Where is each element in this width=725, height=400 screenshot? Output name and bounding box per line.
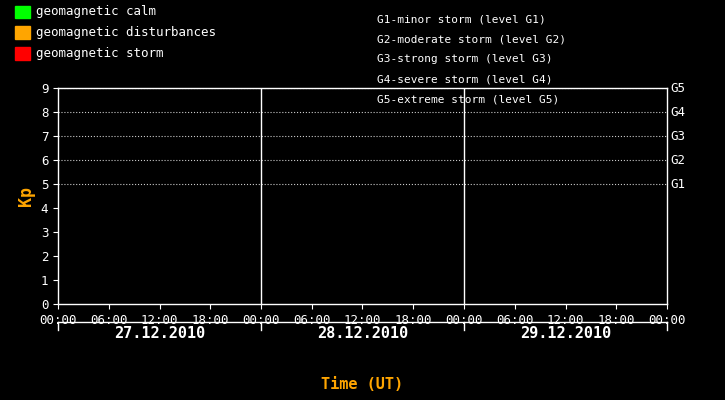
Text: G2-moderate storm (level G2): G2-moderate storm (level G2) [377,34,566,44]
Text: G5: G5 [670,82,685,94]
Text: G3-strong storm (level G3): G3-strong storm (level G3) [377,54,552,64]
Text: G4-severe storm (level G4): G4-severe storm (level G4) [377,74,552,84]
Text: geomagnetic disturbances: geomagnetic disturbances [36,26,216,39]
Text: G5-extreme storm (level G5): G5-extreme storm (level G5) [377,94,559,104]
Text: 28.12.2010: 28.12.2010 [317,326,408,341]
Text: G1-minor storm (level G1): G1-minor storm (level G1) [377,14,546,24]
Text: G4: G4 [670,106,685,118]
Text: 27.12.2010: 27.12.2010 [114,326,205,341]
Text: G2: G2 [670,154,685,166]
Text: geomagnetic calm: geomagnetic calm [36,6,157,18]
Text: G3: G3 [670,130,685,142]
Text: geomagnetic storm: geomagnetic storm [36,47,164,60]
Text: Time (UT): Time (UT) [321,377,404,392]
Text: 29.12.2010: 29.12.2010 [520,326,611,341]
Y-axis label: Kp: Kp [17,186,36,206]
Text: G1: G1 [670,178,685,190]
